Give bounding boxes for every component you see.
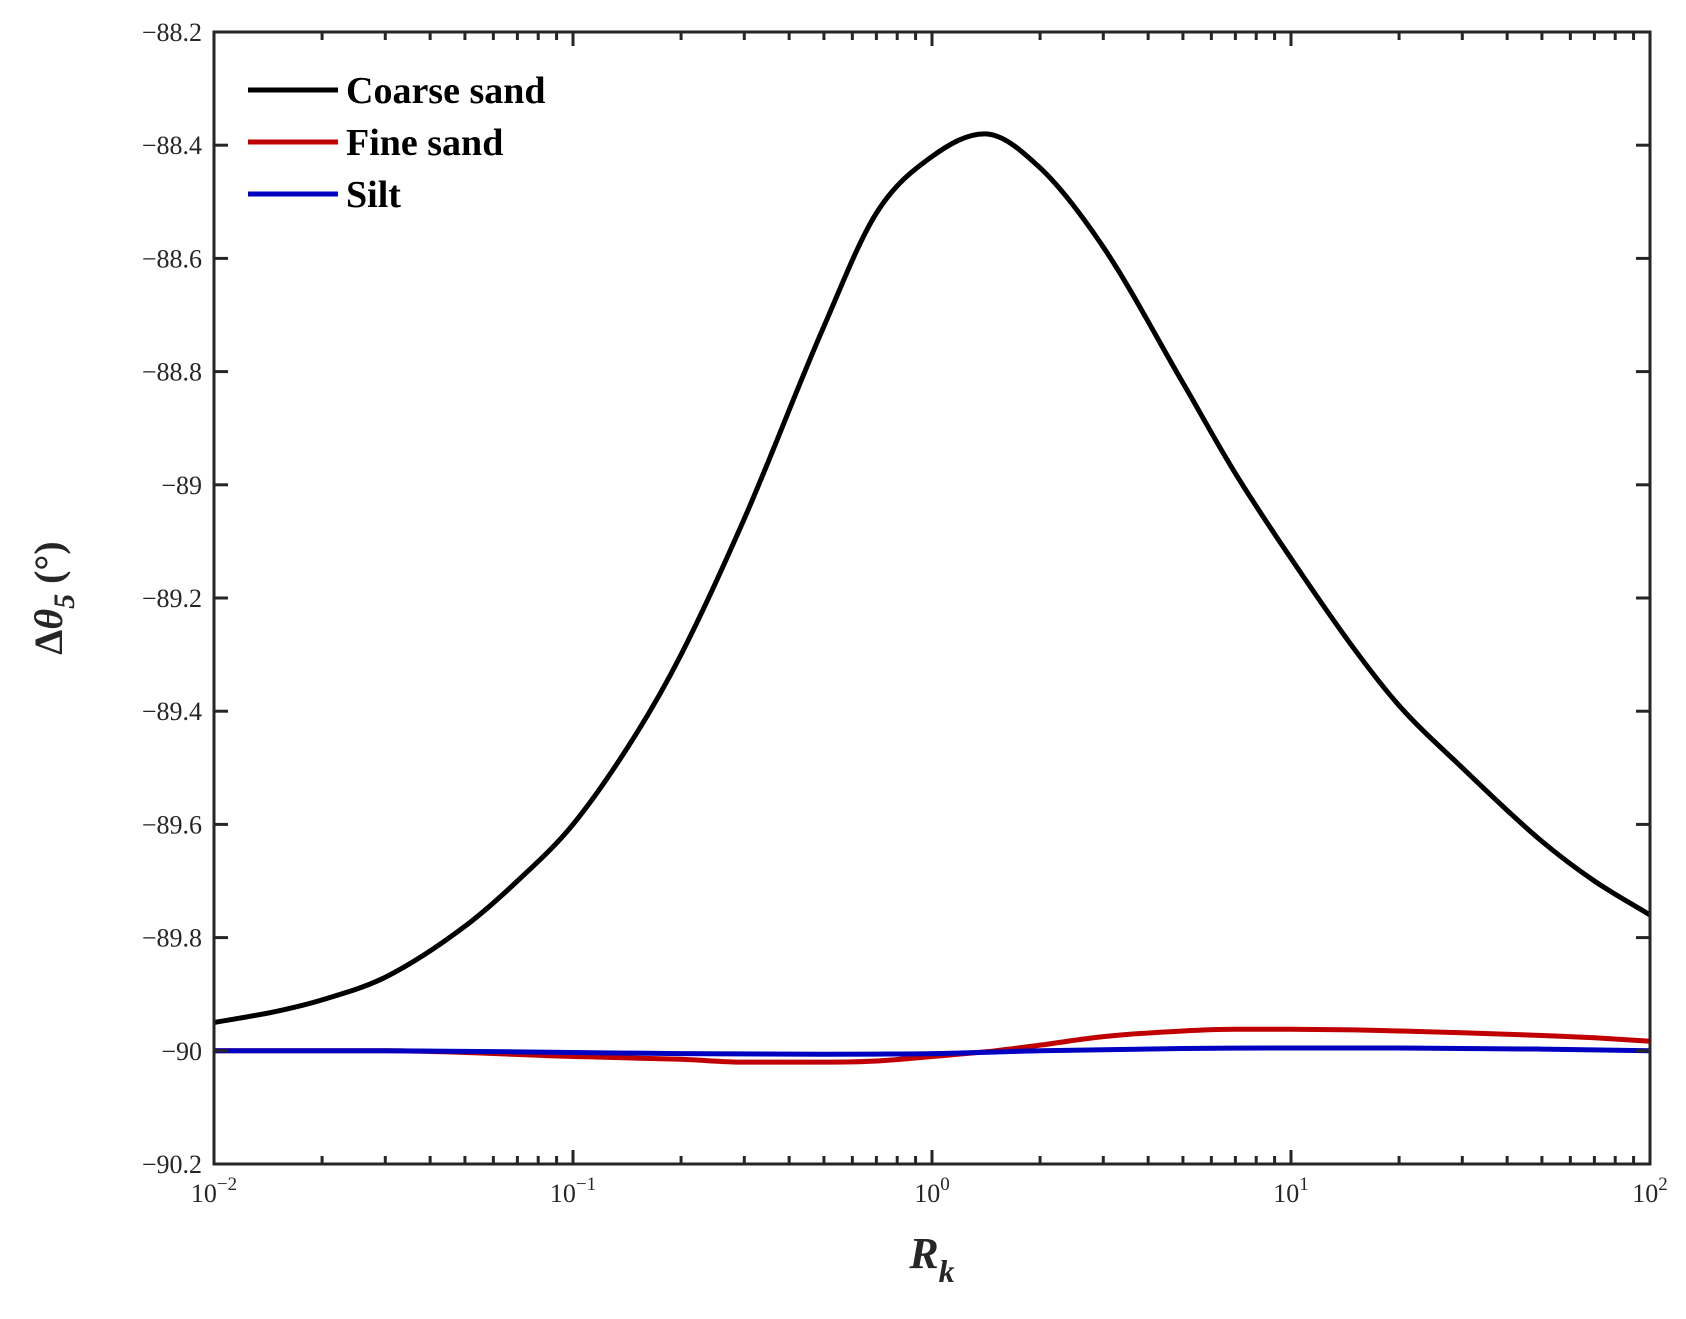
series-line-fine-sand [214, 1026, 1651, 1065]
legend-label-coarse-sand: Coarse sand [346, 70, 546, 112]
legend-label-fine-sand: Fine sand [346, 122, 503, 164]
y-tick-label: −89.2 [142, 584, 202, 613]
y-tick-label: −90 [161, 1037, 202, 1066]
y-tick-label: −89.4 [142, 697, 202, 726]
y-tick-label: −88.4 [142, 131, 202, 160]
x-tick-label-exponent: −2 [217, 1174, 237, 1195]
y-tick-label: −90.2 [142, 1150, 202, 1179]
y-axis-title-sub: 5 [48, 594, 81, 609]
x-tick-label-base: 10 [914, 1179, 940, 1208]
x-tick-label-base: 10 [1273, 1179, 1299, 1208]
x-tick-label: 101 [1273, 1174, 1309, 1208]
series-line-silt [214, 1045, 1651, 1057]
x-axis-title-sub: k [939, 1253, 955, 1289]
y-tick-label: −89.8 [142, 924, 202, 953]
x-tick-label-exponent: 0 [940, 1174, 950, 1195]
series-line-coarse-sand [213, 131, 1652, 1025]
x-tick-label-base: 10 [191, 1179, 217, 1208]
y-tick-label: −89 [161, 471, 202, 500]
x-axis-title-main: R [908, 1229, 938, 1278]
x-tick-label: 102 [1632, 1174, 1668, 1208]
x-tick-label: 10−2 [191, 1174, 237, 1208]
x-tick-label: 10−1 [550, 1174, 596, 1208]
series-layer [213, 131, 1652, 1065]
y-axis-title: Δθ5 (°) [26, 541, 81, 654]
x-axis-title: Rk [908, 1229, 954, 1289]
legend-label-silt: Silt [346, 174, 401, 216]
y-tick-label: −88.8 [142, 358, 202, 387]
y-axis-title-prefix: Δ [26, 630, 71, 655]
y-tick-labels: −88.2 −88.4 −88.6 −88.8 −89 −89.2 −89.4 −89.6 −8… [142, 18, 202, 1179]
x-tick-label-exponent: 1 [1299, 1174, 1309, 1195]
y-axis-title-unit: (°) [26, 541, 71, 584]
y-tick-label: −89.6 [142, 810, 202, 839]
x-tick-label-exponent: 2 [1658, 1174, 1668, 1195]
y-tick-label: −88.2 [142, 18, 202, 47]
x-tick-label-base: 10 [550, 1179, 576, 1208]
legend: Coarse sand Fine sand Silt [248, 70, 546, 216]
y-axis-title-symbol: θ [26, 609, 71, 630]
x-tick-labels: 10−2 10−1 100 101 102 [191, 1174, 1668, 1208]
y-tick-label: −88.6 [142, 244, 202, 273]
tick-layer [212, 30, 1652, 1166]
x-tick-label: 100 [914, 1174, 950, 1208]
x-tick-label-exponent: −1 [576, 1174, 596, 1195]
x-tick-label-base: 10 [1632, 1179, 1658, 1208]
